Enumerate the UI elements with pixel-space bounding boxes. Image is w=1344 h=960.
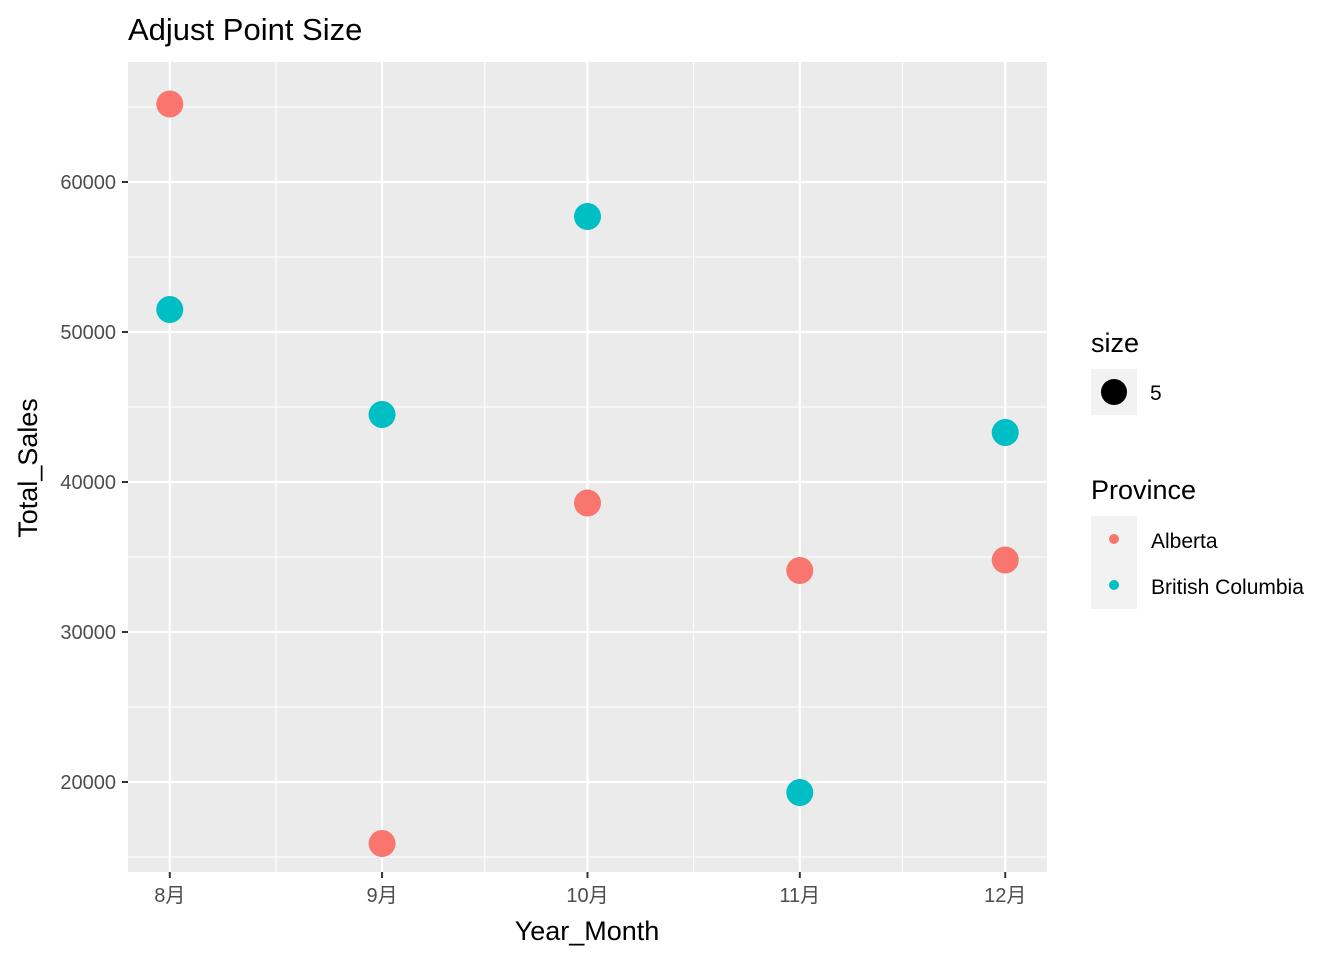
point-alberta-0	[156, 90, 184, 118]
x-tick-label: 9月	[366, 885, 397, 907]
y-axis-title: Total_Sales	[13, 398, 43, 538]
y-tick-label: 60000	[60, 172, 116, 194]
y-tick-label: 30000	[60, 622, 116, 644]
size-legend-dot	[1101, 379, 1127, 405]
point-british-columbia-4	[991, 419, 1019, 446]
x-tick-label: 8月	[154, 885, 185, 907]
point-alberta-4	[991, 546, 1019, 574]
color-legend-title: Province	[1091, 475, 1196, 505]
x-tick-label: 11月	[779, 885, 820, 907]
x-axis: 8月 9月 10月 11月 12月	[154, 872, 1026, 907]
legend-dot-british-columbia	[1109, 580, 1119, 590]
y-tick-label: 50000	[60, 322, 116, 344]
x-tick-label: 10月	[566, 885, 608, 907]
chart-title: Adjust Point Size	[128, 12, 362, 47]
size-legend-label: 5	[1150, 382, 1162, 405]
y-tick-label: 40000	[60, 472, 116, 494]
color-legend-key-bg	[1091, 516, 1137, 609]
point-alberta-3	[786, 557, 814, 584]
point-british-columbia-3	[786, 779, 814, 806]
data-points	[156, 90, 1019, 857]
y-tick-label: 20000	[60, 772, 116, 794]
point-british-columbia-1	[368, 401, 396, 428]
legend: size 5 Province Alberta British Columbia	[1091, 328, 1304, 609]
legend-label-alberta: Alberta	[1151, 530, 1218, 553]
y-axis: 20000 30000 40000 50000 60000	[60, 172, 128, 794]
x-tick-label: 12月	[984, 885, 1026, 907]
grid-lines	[128, 62, 1047, 872]
size-legend-title: size	[1091, 328, 1139, 358]
legend-dot-alberta	[1109, 534, 1119, 544]
point-british-columbia-2	[574, 203, 601, 230]
point-alberta-2	[574, 489, 601, 517]
point-british-columbia-0	[156, 296, 184, 323]
legend-label-british-columbia: British Columbia	[1151, 576, 1304, 599]
point-alberta-1	[368, 830, 396, 857]
x-axis-title: Year_Month	[515, 916, 660, 946]
